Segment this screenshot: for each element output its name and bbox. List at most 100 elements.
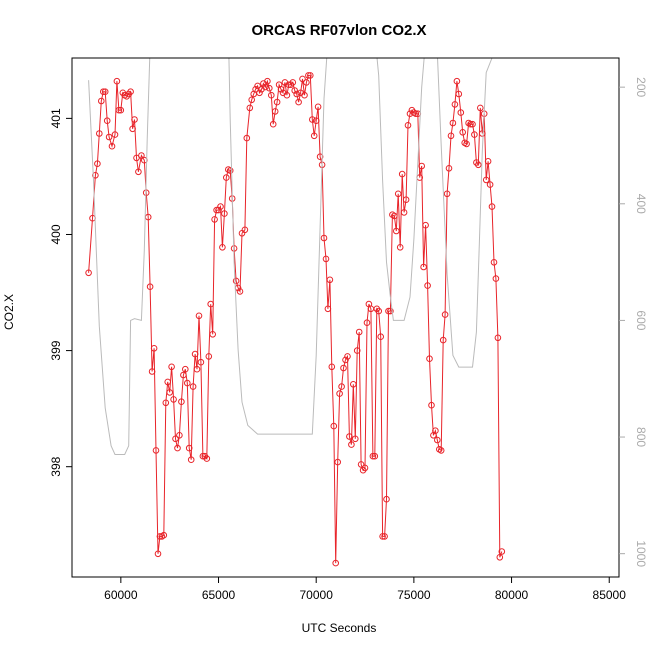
data-point (96, 130, 103, 137)
data-point (168, 363, 175, 371)
data-point (248, 96, 255, 104)
data-point (243, 134, 251, 142)
data-point (219, 244, 226, 251)
data-point (307, 72, 314, 79)
data-point (441, 311, 449, 318)
data-point (494, 334, 502, 342)
data-point (269, 120, 277, 128)
data-point (271, 108, 279, 115)
data-point (221, 210, 228, 217)
plot-frame (71, 57, 620, 578)
data-point (146, 283, 154, 291)
data-point (469, 120, 476, 128)
data-point (467, 120, 474, 128)
data-point (170, 396, 177, 403)
x-tick-label: 85000 (593, 588, 627, 602)
data-point (103, 117, 111, 124)
data-point (191, 350, 199, 358)
data-point (391, 212, 398, 220)
data-point (211, 216, 218, 223)
data-point (334, 458, 342, 466)
data-point (475, 161, 482, 169)
data-point (203, 455, 211, 462)
data-point (316, 153, 324, 160)
data-point (184, 379, 191, 387)
data-point (457, 109, 465, 116)
data-point (215, 206, 222, 214)
data-point (381, 533, 388, 540)
data-point (479, 130, 486, 137)
data-point (197, 358, 205, 366)
data-point (377, 333, 385, 341)
data-point (180, 371, 187, 379)
data-point (437, 447, 445, 454)
data-point (357, 461, 365, 468)
data-point (195, 312, 203, 320)
data-point (353, 347, 361, 354)
data-point (363, 319, 371, 327)
x-tick-label: 80000 (495, 588, 529, 602)
data-point (262, 83, 269, 91)
data-point (326, 276, 334, 284)
data-point (459, 129, 467, 136)
data-point (428, 401, 435, 409)
data-point (273, 98, 281, 106)
data-point (424, 282, 431, 289)
data-point (277, 86, 285, 93)
data-point (477, 104, 484, 112)
data-point (101, 88, 109, 95)
data-point (488, 203, 496, 210)
x-tick-label: 75000 (397, 588, 431, 602)
data-point (127, 88, 134, 95)
y-tick-label: 398 (49, 456, 63, 476)
data-point (98, 97, 105, 105)
x-tick-label: 60000 (104, 588, 138, 602)
data-point (393, 227, 400, 235)
right-tick-label: 600 (634, 310, 648, 330)
data-point (94, 160, 101, 167)
data-point (113, 77, 121, 85)
data-point (135, 168, 142, 176)
data-point (241, 226, 249, 234)
data-point (148, 368, 156, 375)
data-point (486, 181, 494, 188)
data-point (336, 390, 343, 397)
data-point (152, 447, 160, 454)
data-point (117, 106, 125, 114)
y-tick-label: 399 (49, 340, 63, 360)
series-line-pressure (88, 58, 506, 455)
data-point (443, 190, 451, 198)
data-point (439, 336, 447, 344)
data-point (100, 88, 107, 95)
y-axis-label: CO2.X (2, 294, 16, 330)
data-point (154, 550, 162, 558)
data-point (404, 122, 412, 129)
data-point (303, 79, 310, 86)
data-point (236, 288, 244, 295)
data-point (293, 90, 301, 98)
data-point (254, 82, 261, 90)
data-point (289, 79, 297, 86)
data-point (207, 300, 214, 308)
data-point (394, 190, 402, 198)
data-point (256, 89, 263, 97)
data-point (385, 307, 392, 315)
data-point (338, 383, 345, 390)
data-point (150, 345, 158, 352)
right-tick-label: 1000 (634, 540, 648, 567)
data-point (387, 307, 394, 315)
data-point (295, 98, 302, 106)
data-point (447, 132, 455, 140)
data-point (379, 533, 386, 540)
data-point (324, 305, 332, 313)
data-point (305, 72, 312, 79)
data-point (232, 277, 240, 285)
chart-title: ORCAS RF07vlon CO2.X (251, 22, 426, 39)
data-point (346, 433, 353, 440)
data-point (85, 269, 92, 277)
data-point (402, 196, 410, 203)
data-point (361, 464, 369, 472)
data-point (217, 203, 224, 210)
y-tick-label: 401 (49, 108, 63, 128)
data-point (348, 441, 355, 448)
